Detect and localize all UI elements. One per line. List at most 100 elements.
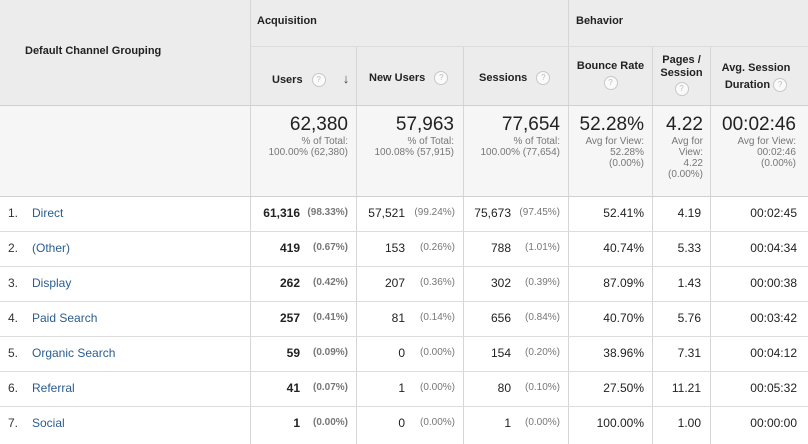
pages-per-session-value: 1.00	[677, 416, 701, 430]
new-users-percent: (0.00%)	[419, 417, 455, 428]
users-value: 262	[279, 276, 300, 290]
bounce-rate-value: 52.41%	[603, 206, 644, 220]
users-value: 257	[279, 311, 300, 325]
table-header	[0, 0, 808, 105]
new-users-percent: (0.36%)	[419, 277, 455, 288]
sessions-percent: (0.20%)	[524, 347, 560, 358]
users-percent: (0.41%)	[312, 312, 348, 323]
help-icon[interactable]: ?	[536, 71, 551, 85]
new-users-column-header[interactable]: New Users ?	[369, 71, 449, 85]
users-value: 419	[279, 241, 300, 255]
help-icon[interactable]: ?	[773, 78, 788, 93]
help-icon[interactable]: ?	[674, 82, 689, 96]
table-row: 1. Direct 61,316 (98.33%) 57,521 (99.24%) 75,6…	[0, 196, 808, 231]
row-number: 7.	[8, 416, 19, 430]
sessions-value: 788	[490, 241, 511, 255]
sessions-percent: (0.84%)	[524, 312, 560, 323]
sessions-percent: (0.39%)	[524, 277, 560, 288]
table-row: 4. Paid Search 257 (0.41%) 81 (0.14%) 656 (0.84…	[0, 301, 808, 336]
channel-link[interactable]: Organic Search	[32, 346, 116, 360]
avg-session-duration-value: 00:04:12	[750, 346, 797, 360]
new-users-percent: (0.26%)	[419, 242, 455, 253]
new-users-value: 1	[398, 381, 405, 395]
sessions-value: 75,673	[474, 206, 511, 220]
table-row: 6. Referral 41 (0.07%) 1 (0.00%) 80 (0.10%) 27.5…	[0, 371, 808, 406]
users-percent: (0.00%)	[312, 417, 348, 428]
new-users-percent: (0.14%)	[419, 312, 455, 323]
bounce-rate-total: 52.28% Avg for View: 52.28% (0.00%)	[579, 114, 644, 169]
sessions-value: 656	[490, 311, 511, 325]
sessions-value: 154	[490, 346, 511, 360]
avg-session-duration-value: 00:00:38	[750, 276, 797, 290]
new-users-total: 57,963 % of Total: 100.08% (57,915)	[374, 114, 454, 158]
pages-per-session-value: 5.33	[677, 241, 701, 255]
new-users-value: 207	[384, 276, 405, 290]
row-divider	[0, 406, 808, 407]
row-number: 6.	[8, 381, 19, 395]
totals-row	[0, 105, 808, 196]
avg-session-duration-value: 00:05:32	[750, 381, 797, 395]
row-number: 5.	[8, 346, 19, 360]
new-users-percent: (0.00%)	[419, 347, 455, 358]
new-users-percent: (0.00%)	[419, 382, 455, 393]
bounce-rate-value: 87.09%	[603, 276, 644, 290]
bounce-rate-value: 40.74%	[603, 241, 644, 255]
users-percent: (0.09%)	[312, 347, 348, 358]
sessions-column-header[interactable]: Sessions ?	[479, 71, 551, 85]
channel-link[interactable]: Display	[32, 276, 72, 290]
avg-session-duration-value: 00:04:34	[750, 241, 797, 255]
sessions-percent: (1.01%)	[524, 242, 560, 253]
bounce-rate-value: 38.96%	[603, 346, 644, 360]
dimension-header[interactable]: Default Channel Grouping	[25, 45, 162, 57]
channel-link[interactable]: Social	[32, 416, 65, 430]
channel-link[interactable]: Direct	[32, 206, 64, 220]
help-icon[interactable]: ?	[603, 76, 618, 90]
bounce-rate-column-header[interactable]: Bounce Rate ?	[569, 60, 652, 90]
pages-per-session-value: 11.21	[671, 381, 701, 395]
pages-per-session-column-header[interactable]: Pages / Session ?	[653, 54, 710, 96]
bounce-rate-value: 40.70%	[603, 311, 644, 325]
row-divider	[0, 231, 808, 232]
new-users-value: 0	[398, 416, 405, 430]
sessions-percent: (0.00%)	[524, 417, 560, 428]
pages-per-session-value: 5.76	[677, 311, 701, 325]
sessions-percent: (0.10%)	[524, 382, 560, 393]
new-users-value: 57,521	[368, 206, 405, 220]
users-value: 41	[286, 381, 300, 395]
new-users-value: 153	[384, 241, 405, 255]
avg-session-duration-total: 00:02:46 Avg for View: 00:02:46 (0.00%)	[722, 114, 796, 169]
help-icon[interactable]: ?	[311, 73, 326, 88]
bounce-rate-value: 100.00%	[596, 416, 644, 430]
users-percent: (98.33%)	[307, 207, 348, 218]
row-number: 2.	[8, 241, 19, 255]
users-value: 59	[286, 346, 300, 360]
sessions-percent: (97.45%)	[519, 207, 560, 218]
sort-descending-icon[interactable]: ↓	[342, 71, 350, 86]
row-number: 4.	[8, 311, 19, 325]
row-number: 3.	[8, 276, 19, 290]
channel-link[interactable]: Referral	[32, 381, 75, 395]
row-divider	[0, 371, 808, 372]
users-total: 62,380 % of Total: 100.00% (62,380)	[268, 114, 348, 158]
pages-per-session-total: 4.22 Avg for View: 4.22 (0.00%)	[666, 114, 703, 180]
users-value: 61,316	[263, 206, 300, 220]
pages-per-session-value: 1.43	[677, 276, 701, 290]
new-users-value: 81	[391, 311, 405, 325]
users-percent: (0.67%)	[312, 242, 348, 253]
sessions-value: 80	[497, 381, 511, 395]
new-users-value: 0	[398, 346, 405, 360]
row-divider	[0, 336, 808, 337]
acquisition-group-header: Acquisition	[257, 15, 317, 27]
table-row: 5. Organic Search 59 (0.09%) 0 (0.00%) 154 (0.2…	[0, 336, 808, 371]
avg-session-duration-value: 00:03:42	[750, 311, 797, 325]
sessions-value: 302	[490, 276, 511, 290]
users-column-header[interactable]: Users ? ↓	[272, 71, 350, 88]
table-row: 2. (Other) 419 (0.67%) 153 (0.26%) 788 (1.01%) 4…	[0, 231, 808, 266]
users-percent: (0.42%)	[312, 277, 348, 288]
channel-link[interactable]: (Other)	[32, 241, 71, 255]
table-row: 7. Social 1 (0.00%) 0 (0.00%) 1 (0.00%) 100.00% 1…	[0, 406, 808, 441]
help-icon[interactable]: ?	[434, 71, 449, 85]
channel-link[interactable]: Paid Search	[32, 311, 98, 325]
avg-session-duration-column-header[interactable]: Avg. Session Duration ?	[721, 62, 791, 93]
